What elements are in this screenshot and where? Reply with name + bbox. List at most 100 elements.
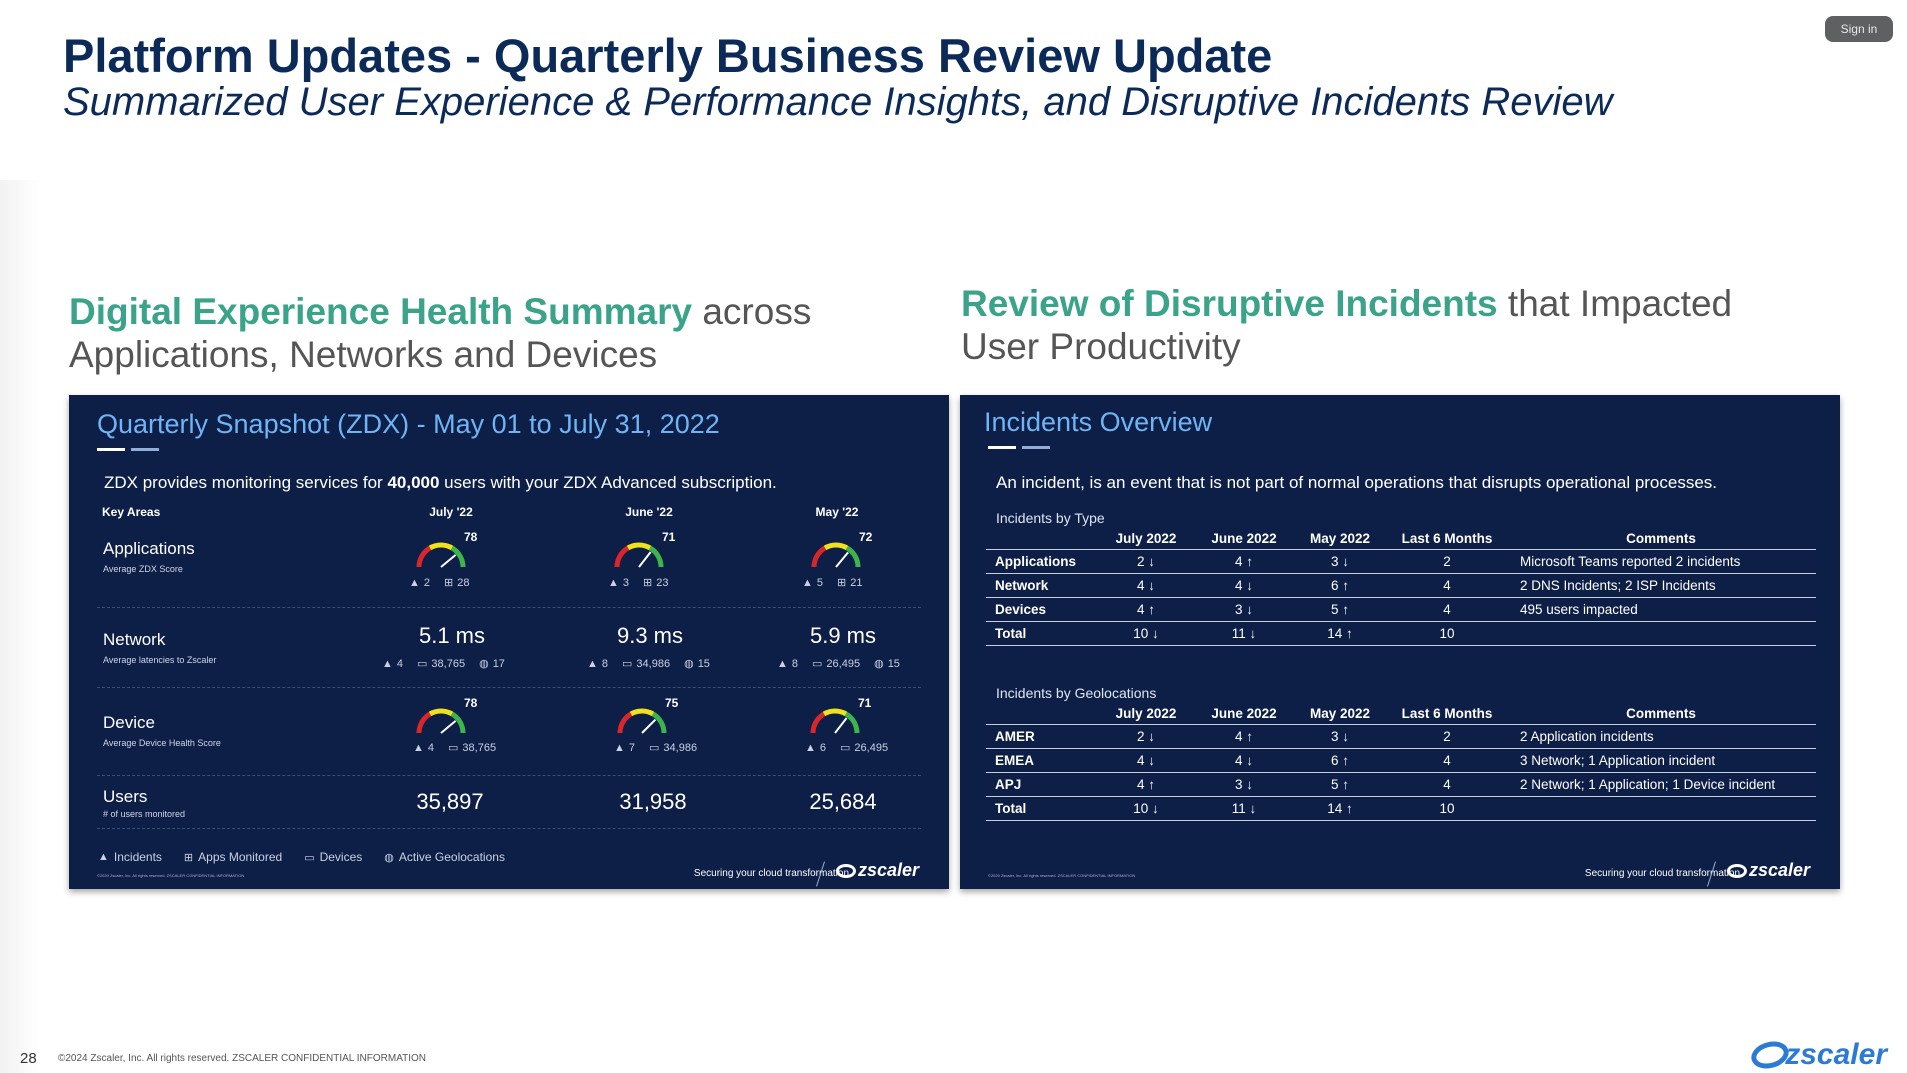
table-row: Total 10 ↓ 11 ↓ 14 ↑ 10 (986, 621, 1816, 646)
table-row: APJ 4 ↑ 3 ↓ 5 ↑ 4 2 Network; 1 Application; 1… (986, 772, 1816, 797)
row-desc: Average ZDX Score (103, 564, 183, 574)
legend-devices: Devices (319, 850, 363, 864)
value-cell: 3 ↓ (1292, 549, 1388, 574)
value-cell: 10 ↓ (1096, 796, 1196, 821)
warning-icon: ▲ (614, 741, 625, 754)
value-cell: 2 (1388, 724, 1506, 749)
zdx-legend: ▲ Incidents ⊞ Apps Monitored ▭ Devices ◍ Act… (98, 850, 505, 864)
gauge-segment (845, 545, 861, 568)
value-cell: 4 ↓ (1196, 573, 1292, 598)
gauge-segment (823, 542, 849, 551)
incidents-count: 8 (791, 657, 799, 670)
app-stats-july: ▲ 2 ⊞ 28 (409, 576, 469, 590)
laptop-icon: ▭ (622, 658, 633, 670)
incidents-count: 4 (396, 657, 404, 670)
devices-count: 38,765 (462, 741, 497, 754)
table-row: Devices 4 ↑ 3 ↓ 5 ↑ 4 495 users impacted (986, 597, 1816, 622)
col-header-may: May '22 (815, 505, 859, 519)
value-cell: 11 ↓ (1196, 796, 1292, 821)
gauge-segment (810, 711, 826, 734)
network-latency-july: 5.1 ms (418, 623, 486, 648)
row-name: Applications (103, 539, 195, 558)
table-row: EMEA 4 ↓ 4 ↓ 6 ↑ 4 3 Network; 1 Application i… (986, 748, 1816, 773)
gauge-needle (440, 720, 457, 734)
row-label-cell: Applications (986, 549, 1096, 574)
table-row: Applications 2 ↓ 4 ↑ 3 ↓ 2 Microsoft Teams re… (986, 549, 1816, 574)
row-divider (97, 687, 921, 688)
gauge-segment (629, 708, 655, 717)
zdx-panel-title: Quarterly Snapshot (ZDX) - May 01 to Jul… (97, 409, 720, 439)
value-cell: 5 ↑ (1292, 597, 1388, 622)
laptop-icon: ▭ (649, 742, 660, 754)
intro-pre: ZDX provides monitoring services for (104, 473, 388, 492)
dev-stats-july: ▲ 4 ▭ 38,765 (413, 741, 497, 755)
net-stats-may: ▲ 8 ▭ 26,495 ◍ 15 (777, 657, 900, 671)
column-header: May 2022 (1309, 706, 1371, 721)
column-header: Comments (1626, 531, 1696, 546)
dev-stats-may: ▲ 6 ▭ 26,495 (805, 741, 888, 755)
app-stats-may: ▲ 5 ⊞ 21 (802, 576, 862, 590)
comment-cell (1506, 796, 1816, 821)
warning-icon: ▲ (802, 576, 813, 589)
row-label-cell: Devices (986, 597, 1096, 622)
left-section-heading: Digital Experience Health Summary across… (69, 290, 869, 376)
score-gauge-svg (416, 542, 466, 568)
score-gauge-svg (617, 708, 667, 734)
score-gauge (808, 704, 862, 734)
intro-post: users with your ZDX Advanced subscriptio… (439, 473, 777, 492)
devices-count: 34,986 (636, 657, 671, 670)
page-number: 28 (20, 1050, 37, 1067)
comment-cell: 2 Network; 1 Application; 1 Device incid… (1506, 772, 1816, 797)
incidents-count: 8 (601, 657, 609, 670)
value-cell: 4 ↓ (1096, 748, 1196, 773)
left-heading-accent: Digital Experience Health Summary (69, 291, 693, 332)
value-cell: 10 (1388, 621, 1506, 646)
row-label-cell: APJ (986, 772, 1096, 797)
warning-icon: ▲ (382, 657, 393, 670)
gauge-score-label: 72 (859, 530, 873, 544)
zdx-intro-text: ZDX provides monitoring services for 40,… (104, 473, 777, 493)
warning-icon: ▲ (587, 657, 598, 670)
comment-cell: 495 users impacted (1506, 597, 1816, 622)
gauge-needle (641, 718, 657, 734)
gauge-segment (416, 545, 432, 568)
incidents-count: 3 (622, 576, 630, 589)
right-section-heading: Review of Disruptive Incidents that Impa… (961, 282, 1761, 368)
col-header-june: June '22 (625, 505, 673, 519)
value-cell: 4 ↓ (1196, 748, 1292, 773)
gauge-segment (822, 708, 848, 717)
row-network: Network Average latencies to Zscaler (103, 630, 216, 665)
zscaler-logo-text: zscaler (1748, 860, 1810, 880)
gauge-score-label: 75 (665, 696, 679, 710)
row-desc: Average latencies to Zscaler (103, 655, 217, 665)
comment-cell: Microsoft Teams reported 2 incidents (1506, 549, 1816, 574)
score-gauge (414, 704, 468, 734)
column-header: June 2022 (1211, 531, 1277, 546)
row-applications: Applications Average ZDX Score (103, 539, 195, 574)
laptop-icon: ▭ (812, 658, 823, 670)
globe-icon: ◍ (384, 851, 394, 864)
incidents-count: 2 (423, 576, 431, 589)
laptop-icon: ▭ (304, 851, 315, 864)
gauge-segment (450, 711, 466, 734)
table-row: Network 4 ↓ 4 ↓ 6 ↑ 4 2 DNS Incidents; 2 ISP … (986, 573, 1816, 598)
apps-grid-icon: ⊞ (643, 577, 653, 589)
devices-count: 34,986 (663, 741, 698, 754)
apps-count: 23 (656, 576, 669, 589)
value-cell: 6 ↑ (1292, 748, 1388, 773)
gauge-segment (651, 711, 667, 734)
sign-in-button[interactable]: Sign in (1825, 16, 1893, 42)
warning-icon: ▲ (409, 576, 420, 589)
warning-icon: ▲ (413, 741, 424, 754)
incidents-by-type-title: Incidents by Type (996, 510, 1105, 526)
left-heading-rest: across Applications, Networks and Device… (69, 291, 812, 375)
globe-icon: ◍ (684, 658, 694, 670)
users-june: 31,958 (619, 789, 687, 814)
gauge-segment (648, 545, 664, 568)
incidents-by-geo-title: Incidents by Geolocations (996, 685, 1157, 701)
column-header (986, 527, 1096, 550)
row-divider (97, 828, 921, 829)
row-name: Network (103, 630, 166, 649)
incidents-by-type-table: July 2022 June 2022 May 2022 Last 6 Months C… (986, 527, 1816, 646)
value-cell: 2 ↓ (1096, 724, 1196, 749)
